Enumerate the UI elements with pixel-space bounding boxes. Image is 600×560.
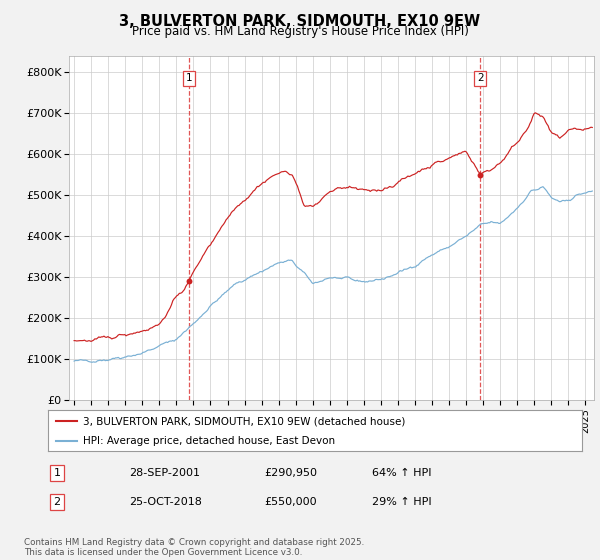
- Text: 2: 2: [477, 73, 484, 83]
- Text: 1: 1: [53, 468, 61, 478]
- Text: 3, BULVERTON PARK, SIDMOUTH, EX10 9EW: 3, BULVERTON PARK, SIDMOUTH, EX10 9EW: [119, 14, 481, 29]
- Text: £550,000: £550,000: [264, 497, 317, 507]
- Text: HPI: Average price, detached house, East Devon: HPI: Average price, detached house, East…: [83, 436, 335, 446]
- Text: 29% ↑ HPI: 29% ↑ HPI: [372, 497, 431, 507]
- Text: Contains HM Land Registry data © Crown copyright and database right 2025.
This d: Contains HM Land Registry data © Crown c…: [24, 538, 364, 557]
- Text: 2: 2: [53, 497, 61, 507]
- Text: 3, BULVERTON PARK, SIDMOUTH, EX10 9EW (detached house): 3, BULVERTON PARK, SIDMOUTH, EX10 9EW (d…: [83, 417, 405, 426]
- Text: 1: 1: [186, 73, 193, 83]
- Text: 64% ↑ HPI: 64% ↑ HPI: [372, 468, 431, 478]
- Text: 25-OCT-2018: 25-OCT-2018: [129, 497, 202, 507]
- Point: [475, 170, 485, 179]
- Point: [184, 277, 194, 286]
- Text: Price paid vs. HM Land Registry's House Price Index (HPI): Price paid vs. HM Land Registry's House …: [131, 25, 469, 38]
- Text: £290,950: £290,950: [264, 468, 317, 478]
- Text: 28-SEP-2001: 28-SEP-2001: [129, 468, 200, 478]
